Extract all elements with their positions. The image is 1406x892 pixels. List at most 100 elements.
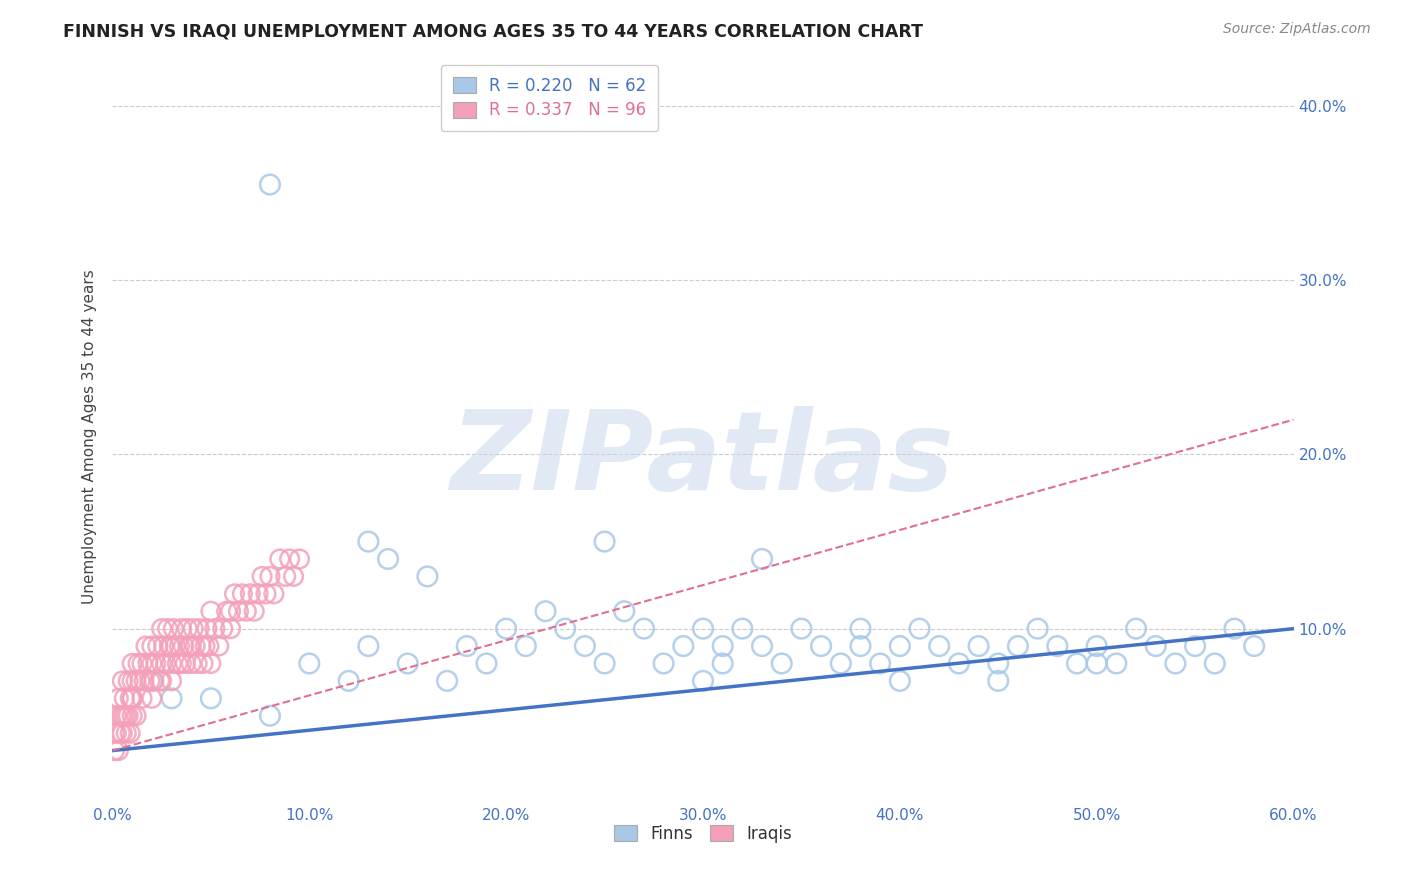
Point (928, 639, 950, 653)
Point (534, 604, 557, 618)
Point (1026, 622, 1049, 636)
Point (208, 639, 231, 653)
Point (574, 639, 596, 653)
Point (155, 657, 177, 671)
Point (131, 691, 153, 706)
Point (125, 673, 148, 688)
Point (219, 622, 242, 636)
Point (633, 622, 655, 636)
Point (200, 657, 222, 671)
Point (211, 622, 233, 636)
Point (239, 587, 262, 601)
Point (259, 178, 281, 192)
Point (416, 569, 439, 583)
Point (770, 657, 793, 671)
Point (146, 639, 169, 653)
Point (149, 673, 172, 688)
Point (156, 622, 179, 636)
Text: ZIPatlas: ZIPatlas (451, 406, 955, 513)
Point (121, 691, 143, 706)
Point (136, 657, 159, 671)
Point (1007, 639, 1029, 653)
Point (141, 691, 163, 706)
Point (751, 639, 773, 653)
Point (160, 639, 183, 653)
Point (456, 639, 478, 653)
Point (889, 673, 911, 688)
Point (127, 657, 149, 671)
Text: Source: ZipAtlas.com: Source: ZipAtlas.com (1223, 22, 1371, 37)
Point (1085, 657, 1108, 671)
Point (967, 639, 990, 653)
Point (172, 639, 194, 653)
Point (1085, 639, 1108, 653)
Point (849, 639, 872, 653)
Point (150, 657, 173, 671)
Point (672, 639, 695, 653)
Point (219, 604, 242, 618)
Point (1046, 639, 1069, 653)
Point (132, 673, 155, 688)
Point (613, 604, 636, 618)
Point (357, 534, 380, 549)
Point (731, 622, 754, 636)
Point (554, 622, 576, 636)
Point (274, 569, 297, 583)
Point (120, 726, 142, 740)
Point (357, 639, 380, 653)
Point (160, 691, 183, 706)
Point (176, 622, 198, 636)
Point (283, 569, 305, 583)
Point (142, 673, 165, 688)
Point (987, 657, 1010, 671)
Legend: Finns, Iraqis: Finns, Iraqis (607, 818, 799, 849)
Point (112, 691, 135, 706)
Point (869, 657, 891, 671)
Point (115, 708, 138, 723)
Point (160, 673, 183, 688)
Point (288, 552, 311, 566)
Point (711, 639, 734, 653)
Point (117, 673, 139, 688)
Point (259, 708, 281, 723)
Point (1243, 639, 1265, 653)
Point (165, 639, 187, 653)
Point (200, 691, 222, 706)
Point (174, 657, 197, 671)
Point (711, 657, 734, 671)
Point (194, 639, 217, 653)
Point (112, 708, 135, 723)
Point (250, 569, 273, 583)
Point (170, 622, 193, 636)
Point (263, 587, 285, 601)
Point (186, 657, 208, 671)
Point (830, 657, 852, 671)
Point (593, 534, 616, 549)
Point (131, 657, 153, 671)
Point (121, 691, 143, 706)
Point (121, 657, 143, 671)
Point (166, 657, 188, 671)
Point (987, 673, 1010, 688)
Point (180, 639, 202, 653)
Point (170, 657, 193, 671)
Point (204, 622, 226, 636)
Point (337, 673, 360, 688)
Point (141, 639, 163, 653)
Point (298, 657, 321, 671)
Point (191, 657, 214, 671)
Point (1164, 657, 1187, 671)
Point (107, 691, 129, 706)
Point (188, 622, 211, 636)
Point (200, 604, 222, 618)
Point (515, 639, 537, 653)
Point (145, 657, 167, 671)
Point (1105, 657, 1128, 671)
Point (231, 587, 253, 601)
Point (107, 743, 129, 757)
Point (162, 622, 184, 636)
Point (259, 569, 281, 583)
Point (593, 657, 616, 671)
Y-axis label: Unemployment Among Ages 35 to 44 years: Unemployment Among Ages 35 to 44 years (82, 269, 97, 605)
Point (810, 639, 832, 653)
